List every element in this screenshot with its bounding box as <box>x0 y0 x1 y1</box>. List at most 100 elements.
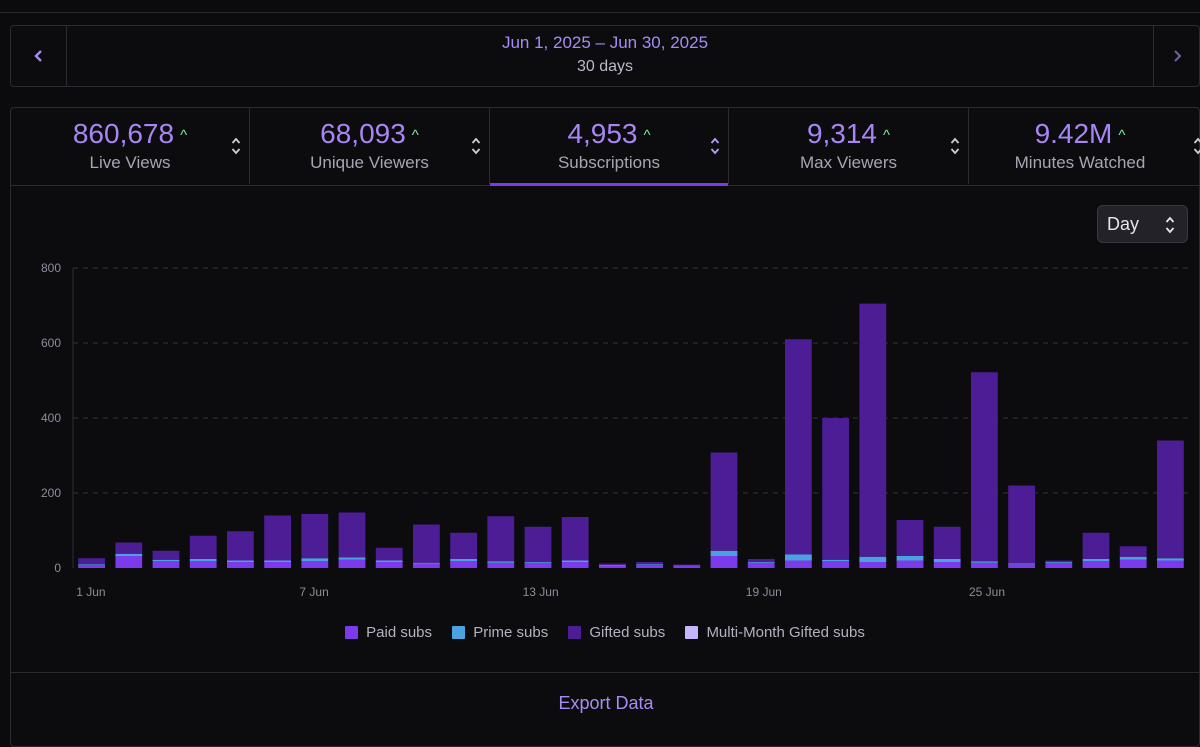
trend-up-icon: ^ <box>180 127 188 144</box>
date-range-display[interactable]: Jun 1, 2025 – Jun 30, 2025 30 days <box>11 32 1199 78</box>
bar-paid-10 <box>413 563 440 568</box>
stat-unique-viewers[interactable]: 68,093 ^ Unique Viewers <box>250 108 490 184</box>
bar-paid-15 <box>599 565 626 568</box>
bar-paid-29 <box>1119 559 1147 568</box>
legend-item-gifted-subs[interactable]: Gifted subs <box>568 624 665 641</box>
stat-live-views[interactable]: 860,678 ^ Live Views <box>11 108 250 184</box>
bar-prime-18 <box>710 550 738 556</box>
sort-arrows-icon[interactable] <box>710 136 720 156</box>
bar-prime-23 <box>896 556 924 561</box>
bar-paid-4 <box>189 561 217 568</box>
bar-gifted-27 <box>1045 560 1073 562</box>
bar-paid-20 <box>785 560 812 568</box>
bar-prime-3 <box>152 559 180 562</box>
bar-prime-26 <box>1008 563 1035 565</box>
trend-up-icon: ^ <box>1118 127 1126 144</box>
sort-arrows-icon[interactable] <box>471 136 481 156</box>
legend-item-prime-subs[interactable]: Prime subs <box>452 624 548 641</box>
date-range-bar: Jun 1, 2025 – Jun 30, 2025 30 days <box>10 25 1200 87</box>
bar-prime-21 <box>822 559 849 562</box>
export-data-button[interactable]: Export Data <box>558 693 654 713</box>
bar-gifted-18 <box>710 452 738 551</box>
select-arrows-icon <box>1165 216 1175 234</box>
stat-max-viewers[interactable]: 9,314 ^ Max Viewers <box>729 108 969 184</box>
bar-paid-11 <box>450 561 477 568</box>
bar-paid-28 <box>1082 561 1110 568</box>
bar-prime-7 <box>301 558 329 562</box>
legend-label: Multi-Month Gifted subs <box>706 624 865 641</box>
bar-prime-4 <box>189 559 217 562</box>
legend-swatch <box>345 626 359 639</box>
sort-arrows-icon[interactable] <box>231 136 241 156</box>
bar-prime-22 <box>859 556 887 562</box>
legend-item-paid-subs[interactable]: Paid subs <box>345 624 432 641</box>
bar-gifted-30 <box>1157 440 1184 559</box>
bar-paid-26 <box>1008 564 1035 568</box>
legend-swatch <box>685 626 699 639</box>
bar-paid-7 <box>301 561 329 568</box>
bar-paid-18 <box>710 556 738 568</box>
stats-row: 860,678 ^ Live Views 68,093 ^ Unique Viewe… <box>11 108 1200 186</box>
bar-paid-1 <box>78 565 105 568</box>
date-range-label: Jun 1, 2025 – Jun 30, 2025 <box>501 33 709 52</box>
bar-gifted-19 <box>747 559 775 562</box>
bar-paid-3 <box>152 561 180 568</box>
analytics-panel: 860,678 ^ Live Views 68,093 ^ Unique Viewe… <box>10 107 1200 747</box>
stat-minutes-watched[interactable]: 9.42M ^ Minutes Watched <box>969 108 1200 184</box>
bar-gifted-29 <box>1119 546 1147 557</box>
bar-paid-23 <box>896 560 924 568</box>
bar-gifted-25 <box>971 372 998 562</box>
bar-gifted-24 <box>933 526 961 559</box>
bar-gifted-20 <box>785 339 812 555</box>
bar-gifted-4 <box>189 535 217 559</box>
x-tick-label: 1 Jun <box>76 585 105 599</box>
bar-gifted-5 <box>227 531 254 561</box>
legend-label: Gifted subs <box>589 624 666 641</box>
bar-prime-29 <box>1119 556 1147 560</box>
trend-up-icon: ^ <box>643 127 651 144</box>
x-tick-label: 13 Jun <box>523 585 559 599</box>
stat-value: 9,314 ^ <box>806 118 891 149</box>
legend-label: Prime subs <box>473 624 549 641</box>
stat-subscriptions[interactable]: 4,953 ^ Subscriptions <box>490 108 729 186</box>
bar-prime-14 <box>561 560 589 562</box>
bar-gifted-17 <box>673 564 701 566</box>
stat-label: Max Viewers <box>800 153 897 172</box>
bar-prime-17 <box>673 565 701 566</box>
bar-prime-11 <box>450 559 477 562</box>
legend-item-multi-month-gifted-subs[interactable]: Multi-Month Gifted subs <box>685 624 865 641</box>
bar-gifted-26 <box>1008 485 1035 564</box>
next-period-button[interactable] <box>1153 26 1199 86</box>
bar-gifted-3 <box>152 550 180 560</box>
bar-paid-13 <box>524 562 552 568</box>
bar-prime-12 <box>487 561 515 563</box>
trend-up-icon: ^ <box>883 127 891 144</box>
bar-paid-17 <box>673 565 701 568</box>
bar-gifted-6 <box>264 515 291 561</box>
chevron-right-icon <box>1173 50 1181 62</box>
bar-paid-16 <box>636 565 663 568</box>
bar-paid-19 <box>747 562 775 568</box>
previous-period-button[interactable] <box>11 26 67 86</box>
sort-arrows-icon[interactable] <box>950 136 960 156</box>
x-tick-label: 7 Jun <box>299 585 328 599</box>
bar-gifted-12 <box>487 516 515 562</box>
bar-paid-22 <box>859 562 887 568</box>
bar-prime-20 <box>785 554 812 561</box>
sort-arrows-icon[interactable] <box>1193 136 1200 156</box>
bar-prime-16 <box>636 564 663 565</box>
stat-label: Subscriptions <box>557 153 661 172</box>
bar-paid-14 <box>561 562 589 568</box>
bar-paid-21 <box>822 561 849 568</box>
legend-swatch <box>568 626 582 639</box>
bar-gifted-11 <box>450 532 477 559</box>
bar-prime-30 <box>1157 558 1184 561</box>
bar-gifted-21 <box>822 418 849 560</box>
granularity-select[interactable]: Day <box>1097 205 1188 243</box>
bar-prime-24 <box>933 559 961 562</box>
bar-prime-15 <box>599 565 626 566</box>
stat-value: 9.42M ^ <box>1034 118 1126 149</box>
bar-paid-8 <box>338 559 366 568</box>
bar-gifted-15 <box>599 563 626 565</box>
x-tick-label: 25 Jun <box>969 585 1005 599</box>
